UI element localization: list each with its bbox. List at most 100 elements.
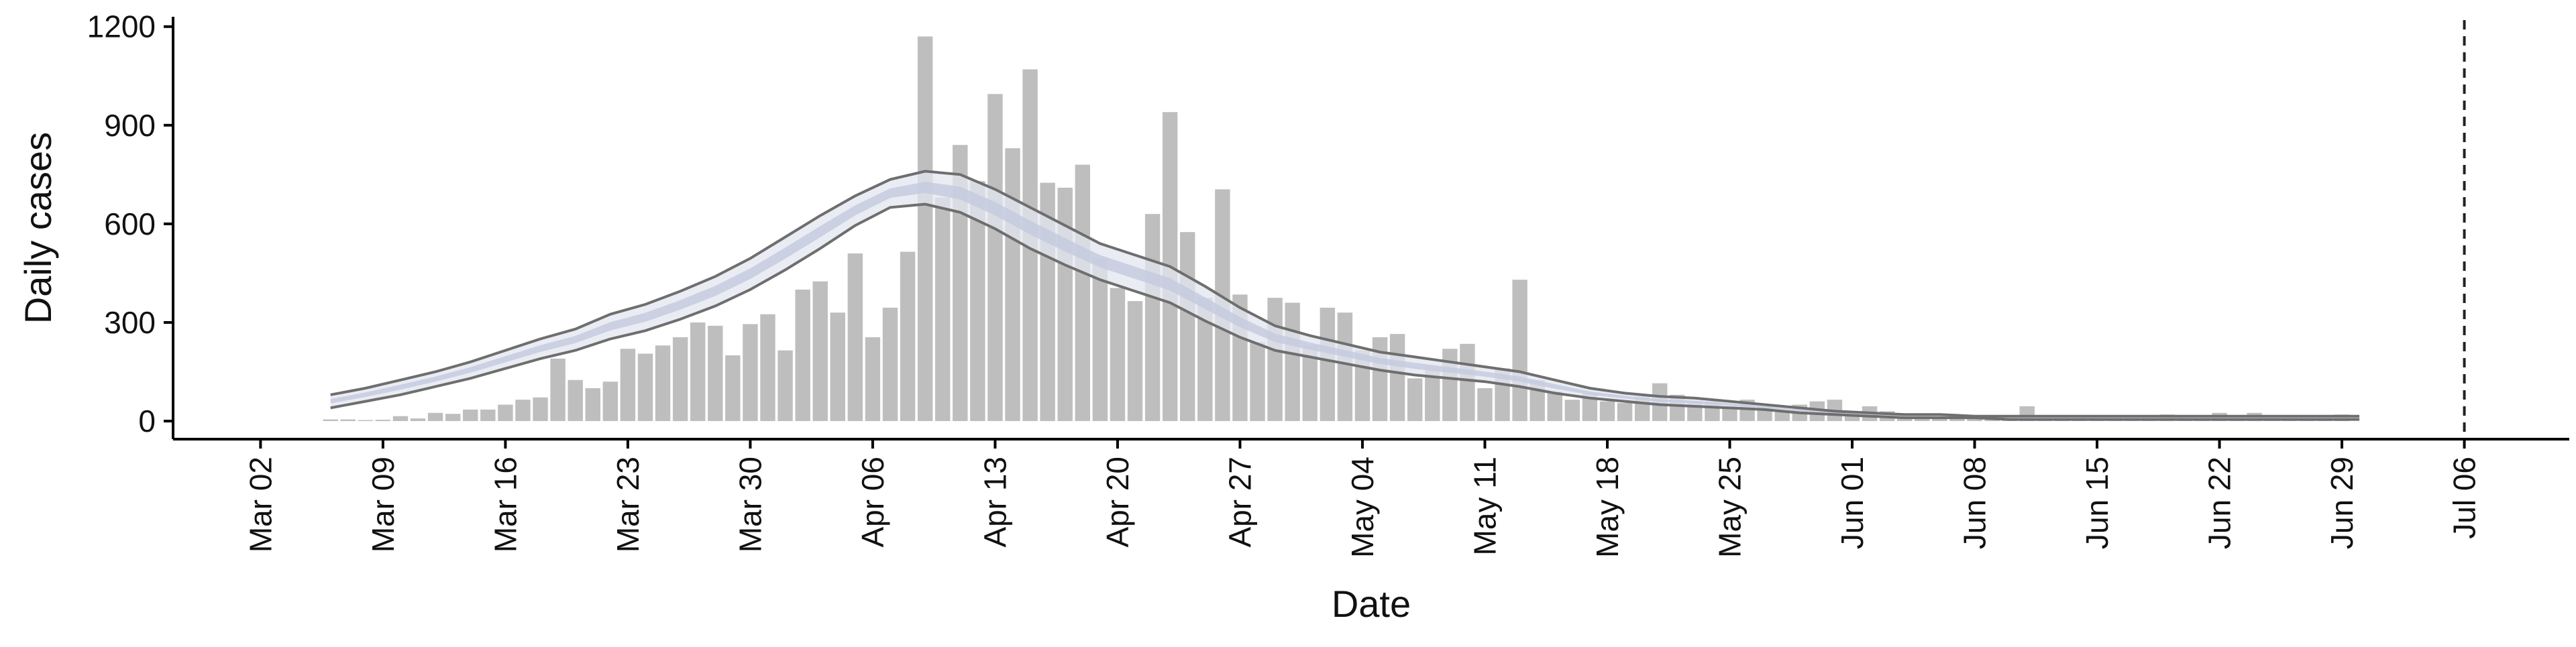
x-tick-label: Mar 09 — [366, 457, 400, 552]
bar — [1075, 164, 1090, 422]
x-tick-label: May 25 — [1712, 457, 1747, 558]
x-tick-label: Mar 02 — [243, 457, 278, 552]
bar — [1285, 302, 1300, 422]
upper-bound-line — [330, 170, 2360, 418]
bar — [1320, 307, 1336, 422]
bar — [1460, 343, 1475, 422]
y-axis-title: Daily cases — [17, 132, 59, 324]
bar — [1547, 391, 1562, 422]
bar — [655, 345, 671, 422]
bar — [935, 197, 951, 422]
bar — [987, 94, 1003, 422]
model-band-layer — [330, 170, 2360, 421]
y-tick-label: 1200 — [87, 9, 156, 44]
bar — [1267, 298, 1283, 422]
bar — [1774, 411, 1790, 422]
bar — [725, 355, 741, 422]
bar — [865, 337, 881, 422]
x-tick-label: Mar 30 — [733, 457, 767, 552]
x-tick-label: Apr 27 — [1222, 457, 1257, 548]
x-tick-label: May 11 — [1467, 457, 1502, 555]
bar — [1180, 232, 1195, 422]
bar — [1302, 345, 1318, 422]
bar — [463, 409, 478, 422]
x-tick-label: Jun 22 — [2202, 457, 2237, 549]
bar — [410, 418, 426, 422]
bar — [690, 322, 706, 422]
bar — [795, 289, 810, 422]
bar — [602, 381, 619, 422]
x-tick-label: Mar 16 — [488, 457, 523, 552]
axes-layer — [172, 17, 2569, 440]
x-ticks: Mar 02 Mar 09 Mar 16 Mar 23 Mar 30 Apr 06 Apr … — [243, 439, 2482, 558]
bar — [1110, 288, 1126, 422]
bar — [1599, 401, 1615, 422]
bar — [672, 337, 688, 422]
x-tick-label: Jun 15 — [2080, 457, 2114, 549]
bar — [1512, 280, 1527, 422]
bar — [550, 358, 566, 422]
lower-bound-line — [330, 202, 2360, 421]
bar — [568, 379, 583, 422]
bar — [340, 419, 356, 422]
bar — [760, 314, 775, 422]
bar — [1337, 312, 1353, 422]
bar — [392, 416, 409, 422]
bar — [900, 251, 916, 422]
x-tick-label: May 04 — [1345, 457, 1380, 558]
x-tick-label: May 18 — [1590, 457, 1625, 558]
bar — [1442, 349, 1458, 422]
bar — [1722, 406, 1737, 422]
outer-interval-band — [330, 171, 2360, 420]
bar — [1389, 334, 1405, 422]
bar — [585, 388, 600, 422]
bar — [620, 349, 636, 422]
bar — [323, 419, 338, 422]
bar — [445, 414, 461, 422]
bar — [1617, 403, 1633, 422]
y-tick-label: 300 — [104, 305, 156, 340]
bar — [375, 420, 391, 422]
bar — [498, 404, 513, 422]
bar — [812, 281, 828, 422]
x-tick-label: Apr 20 — [1100, 457, 1135, 548]
bar — [830, 312, 845, 422]
bar — [1425, 368, 1440, 422]
bar — [882, 307, 898, 422]
bar — [777, 350, 793, 422]
bar — [1250, 342, 1265, 422]
y-tick-label: 900 — [104, 108, 156, 143]
bar — [743, 324, 758, 422]
bar — [480, 409, 496, 422]
bar — [970, 181, 985, 422]
bar — [917, 36, 933, 422]
bar — [847, 253, 863, 422]
bar — [708, 325, 723, 422]
bar — [1092, 258, 1108, 422]
x-tick-label: Mar 23 — [610, 457, 645, 552]
bar — [1582, 393, 1598, 422]
x-tick-label: Apr 06 — [855, 457, 890, 548]
y-ticks: 0 300 600 900 1200 — [87, 9, 173, 438]
bar — [1144, 214, 1161, 422]
bar — [1127, 301, 1143, 422]
bar — [427, 412, 443, 422]
bar — [1407, 378, 1423, 422]
bar — [1967, 418, 1982, 422]
x-tick-label: Apr 13 — [977, 457, 1012, 548]
bar — [358, 420, 374, 422]
bar — [515, 400, 531, 422]
bar — [1197, 298, 1213, 422]
bar — [1005, 148, 1020, 422]
x-tick-label: Jun 29 — [2324, 457, 2359, 549]
bar — [637, 353, 653, 422]
y-tick-label: 600 — [104, 207, 156, 241]
x-tick-label: Jun 01 — [1835, 457, 1870, 549]
bars-layer — [323, 36, 2350, 422]
bar — [533, 397, 548, 422]
x-axis-title: Date — [1332, 583, 1411, 625]
x-tick-label: Jun 08 — [1957, 457, 1992, 549]
y-tick-label: 0 — [138, 404, 156, 438]
